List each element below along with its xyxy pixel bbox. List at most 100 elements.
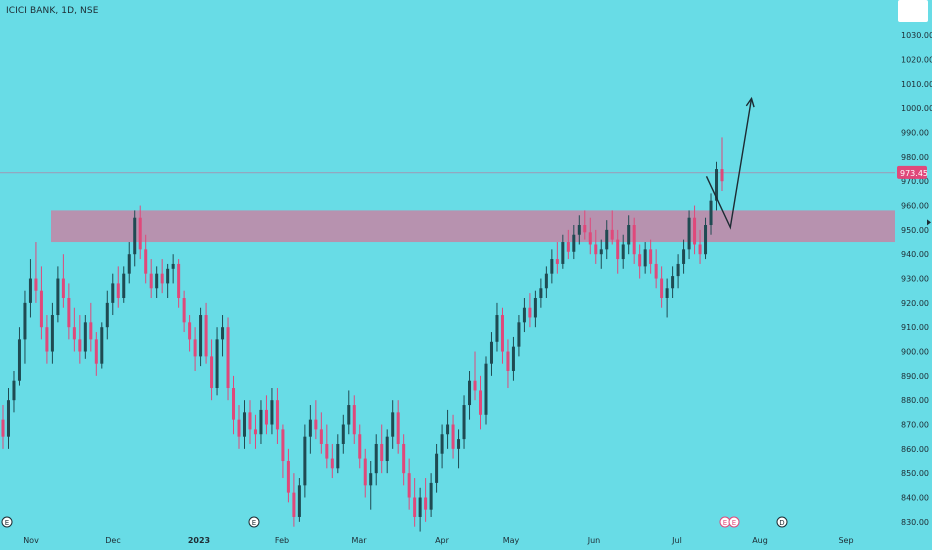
candle[interactable]: [627, 215, 631, 255]
projection-path[interactable]: [705, 98, 753, 230]
candle[interactable]: [56, 266, 60, 323]
candle[interactable]: [281, 424, 285, 479]
candle[interactable]: [610, 210, 614, 245]
candle[interactable]: [325, 424, 329, 469]
candle[interactable]: [506, 339, 510, 389]
earnings-event-icon[interactable]: E: [248, 516, 260, 528]
candle[interactable]: [23, 290, 27, 364]
price-axis[interactable]: [895, 0, 932, 550]
candle[interactable]: [561, 234, 565, 269]
candle[interactable]: [116, 266, 120, 308]
candle[interactable]: [242, 400, 247, 449]
candle[interactable]: [34, 242, 38, 303]
candle[interactable]: [577, 215, 581, 245]
candle[interactable]: [78, 315, 82, 364]
candle[interactable]: [28, 259, 32, 318]
candle[interactable]: [341, 414, 345, 454]
candle[interactable]: [676, 254, 680, 289]
candle[interactable]: [380, 424, 384, 474]
candle[interactable]: [418, 487, 422, 532]
earnings-event-icon[interactable]: E: [728, 516, 740, 528]
earnings-event-icon[interactable]: E: [1, 516, 13, 528]
candle[interactable]: [413, 478, 417, 527]
candle[interactable]: [292, 473, 296, 527]
candle[interactable]: [221, 315, 225, 357]
candle[interactable]: [391, 400, 395, 449]
candle[interactable]: [264, 395, 268, 435]
candle[interactable]: [330, 443, 334, 479]
candle[interactable]: [495, 302, 499, 352]
candle[interactable]: [605, 220, 609, 260]
candle[interactable]: [1, 405, 5, 449]
candle[interactable]: [643, 242, 647, 274]
candle[interactable]: [687, 210, 691, 260]
candle[interactable]: [226, 317, 230, 401]
candle[interactable]: [17, 327, 21, 386]
candle[interactable]: [363, 448, 367, 498]
candle[interactable]: [396, 400, 400, 454]
candle[interactable]: [297, 478, 301, 522]
candle[interactable]: [616, 229, 620, 274]
candle[interactable]: [193, 327, 197, 371]
candle[interactable]: [402, 434, 406, 486]
candle[interactable]: [654, 249, 658, 289]
candle[interactable]: [369, 461, 373, 510]
candle[interactable]: [6, 388, 10, 449]
candle[interactable]: [440, 424, 444, 469]
candle[interactable]: [583, 210, 587, 240]
candle[interactable]: [67, 283, 71, 340]
candle[interactable]: [94, 332, 98, 376]
candle[interactable]: [621, 234, 625, 269]
candle[interactable]: [308, 405, 312, 454]
candle[interactable]: [155, 266, 159, 298]
candle[interactable]: [270, 388, 274, 435]
candle[interactable]: [105, 290, 109, 340]
candle[interactable]: [528, 293, 532, 328]
candle[interactable]: [720, 137, 724, 191]
candle[interactable]: [177, 259, 181, 308]
candle[interactable]: [693, 205, 697, 255]
candle[interactable]: [314, 400, 318, 440]
candle[interactable]: [660, 266, 664, 308]
candle[interactable]: [127, 242, 131, 284]
candle[interactable]: [550, 249, 554, 284]
candle[interactable]: [253, 414, 257, 449]
candle[interactable]: [166, 263, 170, 298]
candle[interactable]: [358, 424, 362, 469]
candle[interactable]: [50, 302, 54, 364]
candle[interactable]: [182, 290, 186, 333]
candle[interactable]: [259, 400, 263, 444]
candle[interactable]: [473, 351, 477, 401]
candle[interactable]: [698, 229, 702, 264]
candle[interactable]: [682, 239, 686, 274]
candle[interactable]: [336, 434, 340, 474]
candle[interactable]: [566, 229, 570, 260]
resistance-zone[interactable]: [51, 210, 895, 243]
candle[interactable]: [424, 478, 428, 522]
candle[interactable]: [303, 424, 307, 498]
candle[interactable]: [462, 395, 466, 449]
candle[interactable]: [374, 434, 378, 486]
candle[interactable]: [457, 429, 461, 469]
dividend-event-icon[interactable]: D: [776, 516, 788, 528]
candle[interactable]: [61, 254, 65, 308]
candle[interactable]: [489, 332, 493, 376]
candle[interactable]: [451, 414, 455, 459]
candle[interactable]: [539, 278, 543, 308]
candle[interactable]: [347, 390, 351, 435]
candle[interactable]: [704, 217, 708, 260]
candle[interactable]: [478, 375, 483, 430]
candle[interactable]: [715, 161, 719, 211]
candle[interactable]: [468, 370, 472, 420]
candle[interactable]: [100, 322, 104, 369]
candle[interactable]: [385, 429, 389, 474]
candle[interactable]: [594, 229, 598, 264]
candle[interactable]: [275, 388, 279, 444]
candle[interactable]: [671, 266, 675, 298]
candle[interactable]: [171, 254, 175, 284]
candle[interactable]: [500, 307, 504, 364]
candle[interactable]: [83, 315, 87, 359]
candle[interactable]: [188, 315, 192, 352]
candle[interactable]: [352, 395, 356, 444]
